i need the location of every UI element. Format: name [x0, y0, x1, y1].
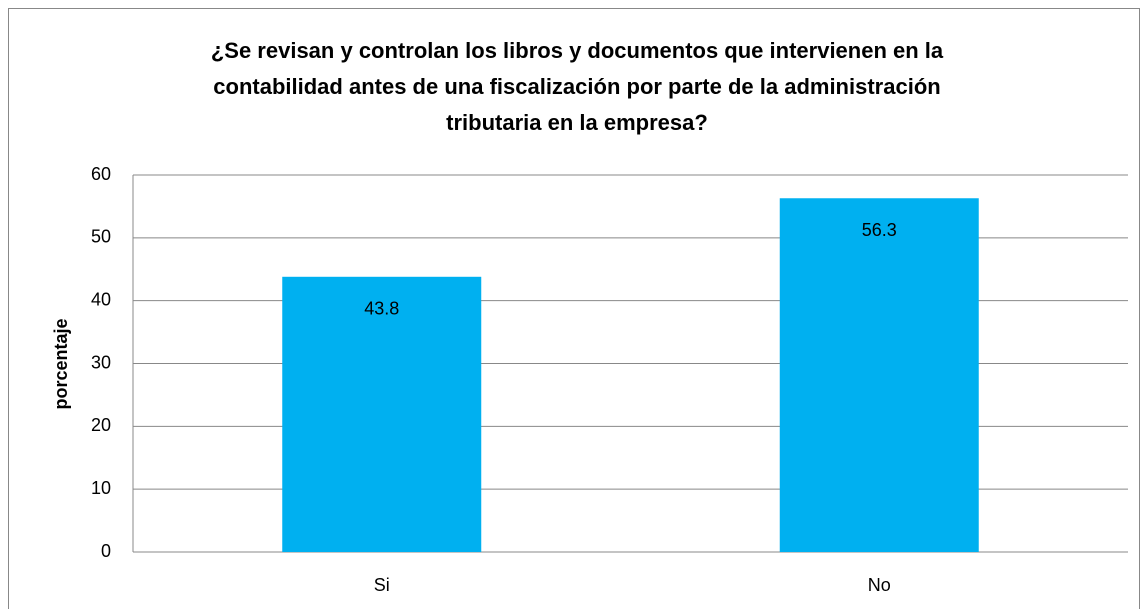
x-tick-label: Si — [374, 575, 390, 595]
y-tick-label: 50 — [91, 227, 111, 247]
chart-title: contabilidad antes de una fiscalización … — [213, 74, 940, 99]
y-tick-label: 30 — [91, 352, 111, 372]
bar — [282, 276, 482, 552]
data-label: 56.3 — [862, 220, 897, 240]
y-tick-label: 0 — [101, 541, 111, 561]
chart-title: tributaria en la empresa? — [446, 110, 708, 135]
data-label: 43.8 — [364, 299, 399, 319]
chart-title: ¿Se revisan y controlan los libros y doc… — [211, 38, 944, 63]
y-tick-label: 10 — [91, 478, 111, 498]
y-axis-label: porcentaje — [51, 318, 71, 409]
bar — [779, 198, 979, 552]
y-tick-label: 20 — [91, 415, 111, 435]
y-tick-label: 60 — [91, 164, 111, 184]
x-tick-label: No — [868, 575, 891, 595]
y-tick-label: 40 — [91, 289, 111, 309]
